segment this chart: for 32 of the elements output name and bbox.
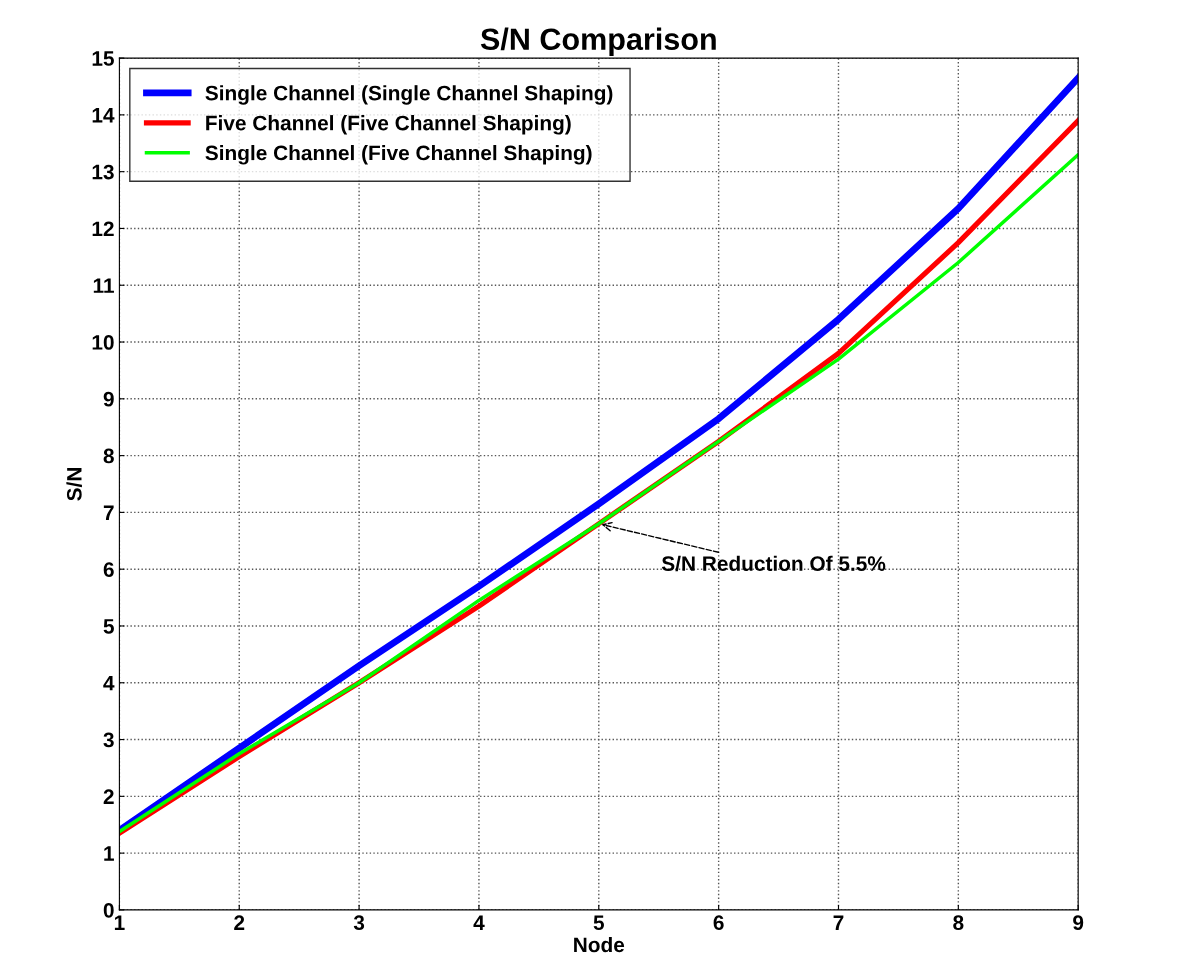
y-tick-label: 10 — [92, 335, 114, 350]
x-tick-label: 3 — [353, 915, 365, 931]
y-tick-label: 13 — [92, 164, 114, 180]
x-tick-label: 6 — [713, 915, 724, 931]
y-tick-label: 14 — [92, 108, 115, 123]
y-tick-label: 0 — [103, 902, 114, 918]
y-tick-label: 12 — [92, 221, 114, 236]
annotation: S/N Reduction Of 5.5% — [661, 555, 886, 572]
x-tick-label: 2 — [234, 915, 245, 930]
x-tick-label: 7 — [833, 915, 844, 930]
legend-label: Five Channel (Five Channel Shaping) — [206, 115, 571, 135]
y-tick-label: 1 — [104, 846, 114, 861]
y-axis-title: S/N — [66, 468, 82, 501]
y-tick-label: 15 — [92, 51, 114, 66]
y-tick-label: 9 — [103, 391, 114, 407]
legend-label: Single Channel (Single Channel Shaping) — [205, 85, 613, 105]
y-tick-label: 8 — [103, 448, 114, 464]
x-tick-label: 9 — [1073, 915, 1084, 931]
y-tick-label: 5 — [103, 619, 114, 634]
x-tick-label: 1 — [114, 915, 125, 930]
y-tick-label: 3 — [103, 732, 114, 748]
x-axis-title: Node — [574, 936, 625, 953]
x-tick-label: 8 — [953, 915, 964, 931]
x-tick-label: 5 — [593, 915, 604, 931]
y-tick-label: 4 — [103, 675, 115, 691]
y-tick-label: 11 — [93, 278, 114, 293]
y-tick-label: 6 — [103, 562, 114, 577]
chart-title: S/N Comparison — [480, 27, 716, 57]
x-tick-label: 4 — [473, 915, 485, 930]
y-tick-label: 2 — [103, 789, 114, 804]
legend-label: Single Channel (Five Channel Shaping) — [205, 145, 592, 165]
y-tick-label: 7 — [103, 505, 114, 520]
